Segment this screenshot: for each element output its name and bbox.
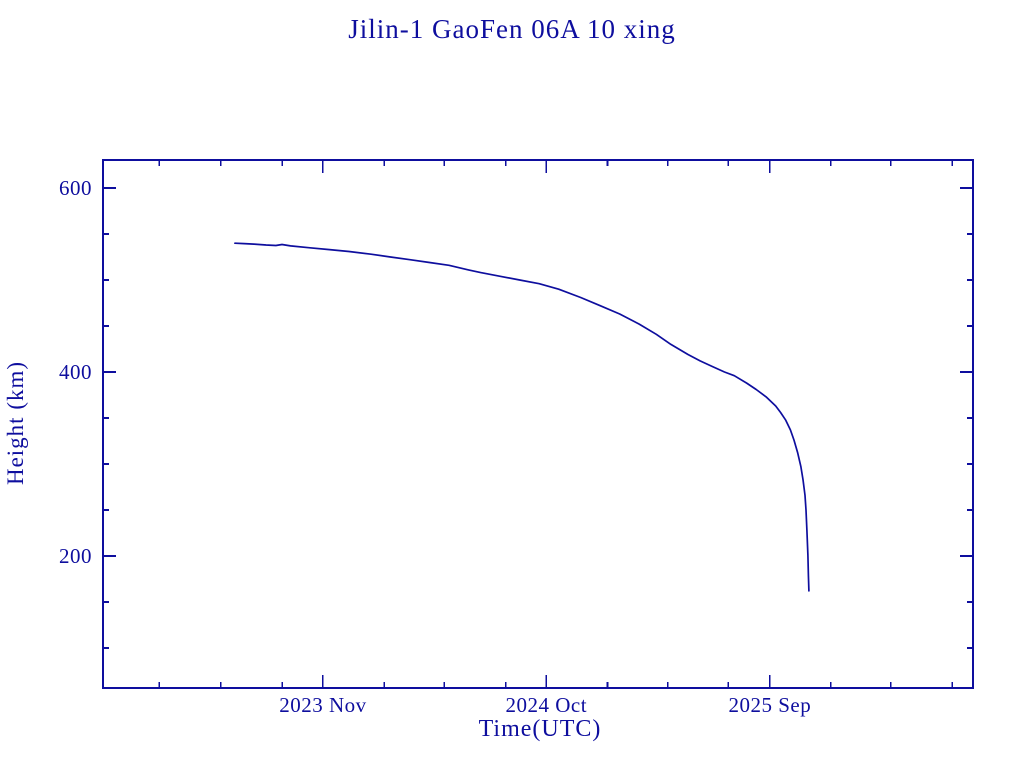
y-tick-label: 400	[59, 360, 92, 384]
y-tick-label: 200	[59, 544, 92, 568]
x-tick-label: 2023 Nov	[279, 693, 366, 717]
x-tick-label: 2024 Oct	[506, 693, 588, 717]
decay-curve	[234, 242, 810, 592]
x-tick-label: 2025 Sep	[729, 693, 812, 717]
chart-title: Jilin-1 GaoFen 06A 10 xing	[348, 14, 676, 44]
y-tick-label: 600	[59, 176, 92, 200]
x-axis-title: Time(UTC)	[478, 716, 602, 742]
y-axis-title: Height (km)	[3, 360, 28, 486]
plot-frame	[102, 159, 974, 689]
